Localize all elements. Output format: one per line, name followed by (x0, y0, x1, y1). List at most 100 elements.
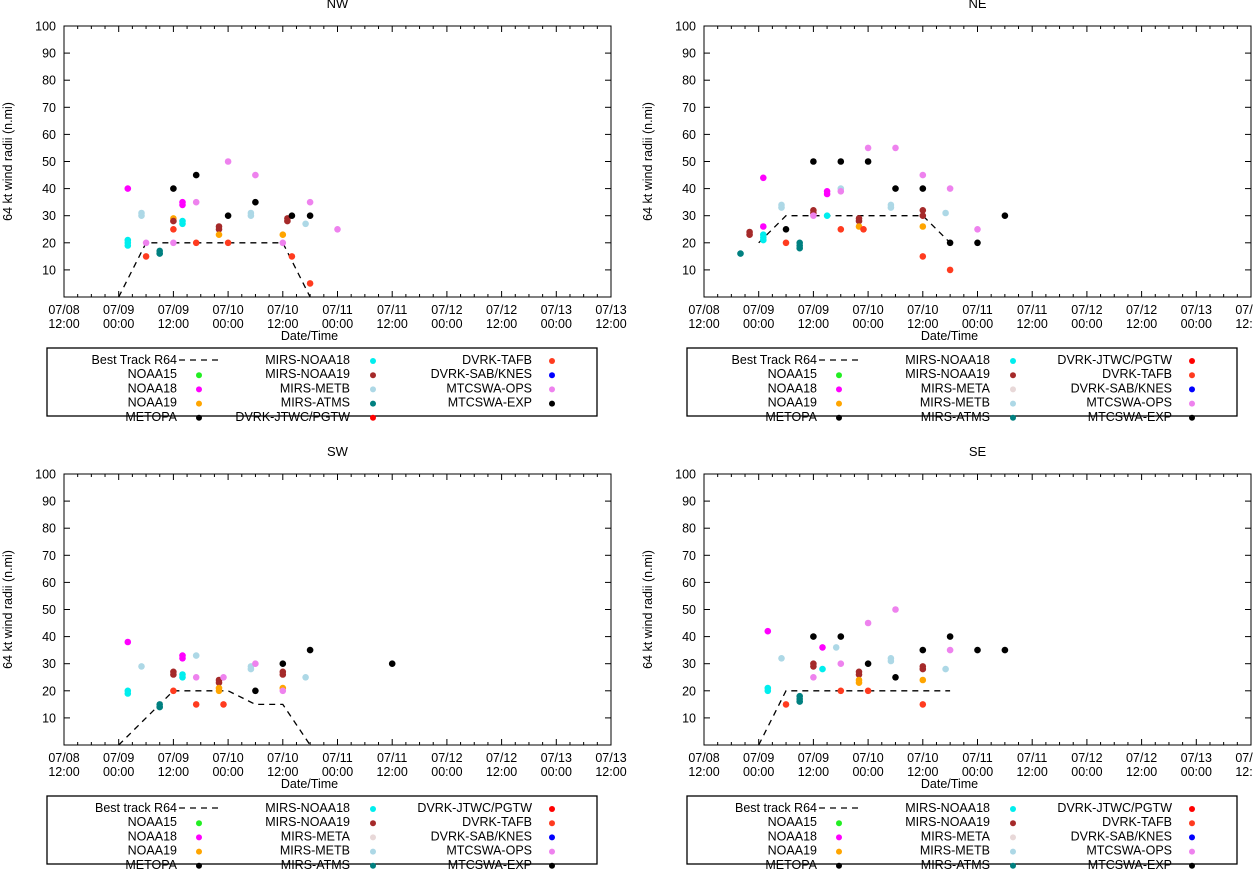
data-point (142, 239, 150, 247)
x-tick-label-time: 12:00 (1235, 317, 1253, 331)
data-point (124, 690, 132, 697)
data-point (946, 185, 954, 192)
x-tick-label-date: 07/13 (1181, 303, 1212, 317)
x-tick-label-date: 07/12 (431, 303, 462, 317)
legend-marker (1010, 414, 1016, 421)
legend-label: MIRS-ATMS (921, 858, 990, 870)
data-point (279, 687, 287, 695)
y-tick-label: 90 (42, 47, 56, 61)
x-tick-label-date: 07/13 (1235, 751, 1253, 765)
x-tick-label-time: 00:00 (541, 317, 572, 331)
x-tick-label-date: 07/09 (798, 751, 829, 765)
data-point (819, 644, 826, 651)
legend-label: METOPA (765, 410, 817, 424)
legend-label: METOPA (765, 858, 817, 870)
data-point (864, 158, 872, 165)
data-point (819, 665, 826, 673)
x-tick-label-date: 07/11 (1017, 751, 1047, 765)
data-point (760, 236, 767, 244)
x-tick-label-time: 00:00 (431, 317, 462, 331)
data-point (919, 223, 927, 230)
data-point (170, 671, 177, 678)
legend-label: MIRS-ATMS (281, 396, 350, 410)
legend-label: MTCSWA-OPS (446, 381, 532, 395)
x-tick-label-time: 00:00 (103, 765, 134, 779)
y-tick-label: 50 (682, 155, 696, 169)
legend-marker (1189, 806, 1195, 812)
legend-marker (836, 820, 842, 827)
data-point (892, 144, 899, 152)
legend-marker (1010, 820, 1016, 827)
legend-label: Best Track R64 (92, 353, 177, 367)
x-tick-label-time: 00:00 (1181, 317, 1212, 331)
legend-marker (196, 834, 202, 841)
y-tick-label: 50 (42, 603, 56, 617)
legend-label: NOAA19 (768, 844, 817, 858)
legend-marker (370, 862, 376, 869)
data-point (215, 226, 223, 233)
x-tick-label-time: 00:00 (1071, 317, 1102, 331)
data-point (919, 207, 927, 214)
chart-title: NW (327, 0, 349, 11)
legend-marker (1189, 372, 1195, 379)
legend-label: DVRK-SAB/KNES (1071, 829, 1172, 843)
data-point (946, 646, 954, 654)
x-axis-label: Date/Time (281, 329, 338, 343)
legend-marker (196, 386, 202, 393)
legend-label: DVRK-SAB/KNES (431, 829, 532, 843)
legend-label: MIRS-NOAA19 (905, 815, 990, 829)
data-point (837, 226, 845, 233)
x-tick-label-time: 12:00 (486, 317, 517, 331)
legend-marker (370, 806, 376, 812)
x-tick-label-date: 07/13 (1181, 751, 1212, 765)
y-tick-label: 40 (682, 630, 696, 644)
best-track-line (118, 690, 311, 746)
legend-label: MTCSWA-EXP (1088, 858, 1172, 870)
data-point (764, 687, 772, 695)
x-tick-label-date: 07/09 (743, 751, 774, 765)
data-point (215, 231, 223, 238)
legend-marker (370, 848, 376, 855)
data-point (764, 627, 772, 635)
x-tick-label-date: 07/12 (486, 303, 517, 317)
x-tick-label-time: 00:00 (1071, 765, 1102, 779)
data-point (279, 660, 287, 667)
x-tick-label-date: 07/12 (1126, 751, 1157, 765)
x-tick-label-time: 00:00 (103, 317, 134, 331)
x-tick-label-date: 07/11 (322, 303, 352, 317)
data-point (179, 220, 186, 228)
legend-marker (549, 862, 555, 869)
data-point (247, 212, 255, 219)
legend-label: MTCSWA-OPS (1086, 844, 1172, 858)
data-point (170, 226, 177, 233)
y-tick-label: 20 (682, 684, 696, 698)
legend-marker (370, 358, 376, 364)
legend-label: MIRS-NOAA19 (265, 367, 350, 381)
data-point (215, 679, 223, 686)
x-axis-label: Date/Time (921, 777, 978, 791)
legend-box (46, 347, 598, 417)
y-tick-label: 40 (42, 630, 56, 644)
legend-label: NOAA15 (768, 367, 817, 381)
data-point (919, 701, 927, 708)
legend-label: MIRS-META (921, 381, 991, 395)
legend-marker (1010, 848, 1016, 855)
data-point (1001, 212, 1009, 219)
x-tick-label-time: 12:00 (267, 317, 298, 331)
data-point (864, 660, 872, 667)
legend-label: METOPA (125, 858, 177, 870)
x-tick-label-time: 12:00 (595, 317, 626, 331)
legend-marker (836, 862, 842, 869)
data-point (782, 701, 790, 708)
y-tick-label: 100 (35, 20, 56, 34)
data-point (823, 190, 831, 198)
x-tick-label-date: 07/09 (158, 303, 189, 317)
data-point (124, 185, 132, 192)
legend-label: NOAA15 (128, 367, 177, 381)
legend-marker (1010, 358, 1016, 364)
legend-marker (370, 386, 376, 393)
x-tick-label-date: 07/09 (103, 303, 134, 317)
x-tick-label-time: 12:00 (907, 765, 938, 779)
legend-label: Best track R64 (95, 801, 177, 815)
y-tick-label: 70 (682, 549, 696, 563)
